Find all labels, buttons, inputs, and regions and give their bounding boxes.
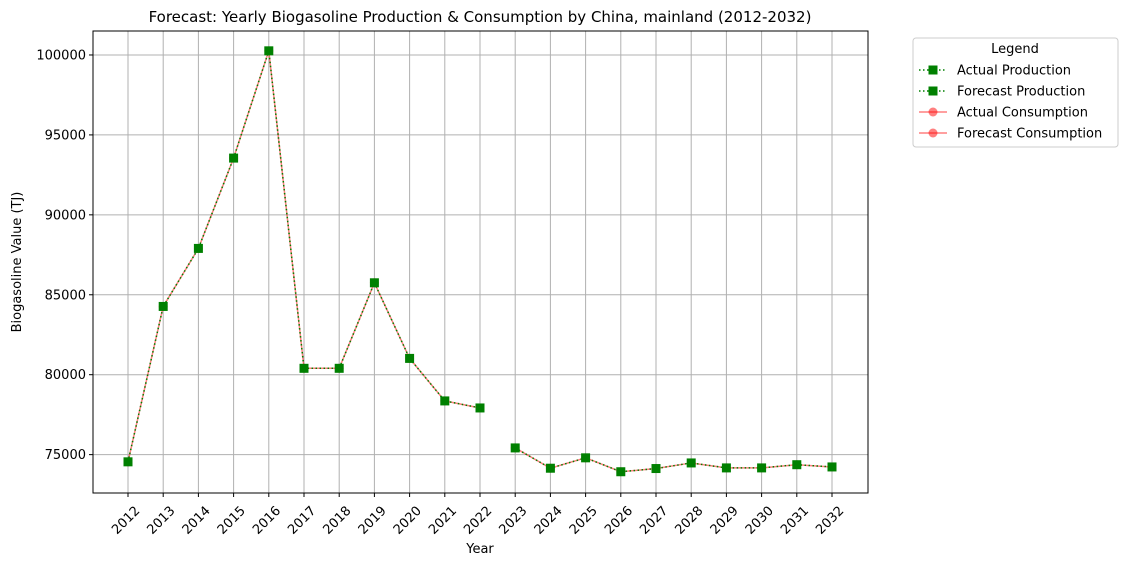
legend-swatch-marker [928, 65, 938, 75]
data-point [405, 353, 415, 363]
data-point [827, 462, 837, 472]
x-tick-label: 2027 [637, 504, 671, 538]
data-point [721, 463, 731, 473]
x-tick-label: 2016 [250, 504, 284, 538]
legend-entry: Actual Consumption [919, 106, 1088, 121]
legend-entry: Forecast Production [919, 85, 1085, 100]
x-tick-label: 2029 [708, 504, 742, 538]
legend-label: Forecast Consumption [957, 127, 1102, 142]
x-tick-label: 2023 [496, 504, 530, 538]
legend-label: Actual Production [957, 64, 1071, 79]
legend-swatch-marker [928, 128, 938, 138]
x-tick-label: 2017 [285, 504, 319, 538]
x-tick-label: 2030 [743, 504, 777, 538]
y-tick-label: 100000 [36, 48, 86, 63]
data-point [158, 301, 168, 311]
legend-entries: Actual Production Forecast Production Actu… [919, 64, 1102, 142]
series-forecast-consumption [510, 443, 837, 477]
x-tick-label: 2028 [672, 504, 706, 538]
data-point [123, 457, 133, 467]
y-tick-label: 85000 [45, 288, 86, 303]
y-axis-label: Biogasoline Value (TJ) [10, 192, 25, 333]
data-point [193, 243, 203, 253]
data-point [440, 396, 450, 406]
x-tick-label: 2014 [180, 504, 214, 538]
data-point [510, 443, 520, 453]
y-tick-label: 95000 [45, 128, 86, 143]
data-point [686, 458, 696, 468]
series-line [514, 447, 833, 473]
x-tick-label: 2013 [144, 504, 178, 538]
data-point [369, 278, 379, 288]
legend-entry: Actual Production [919, 64, 1071, 79]
x-tick-label: 2012 [109, 504, 143, 538]
x-axis-label: Year [465, 542, 494, 557]
y-tick-label: 75000 [45, 448, 86, 463]
legend-frame [912, 37, 1119, 148]
data-point [581, 453, 591, 463]
series-line [514, 447, 833, 473]
data-point [616, 467, 626, 477]
y-axis: 75000 80000 85000 90000 95000 100000 [36, 48, 93, 463]
y-tick-label: 80000 [45, 368, 86, 383]
data-point [545, 463, 555, 473]
x-tick-label: 2019 [356, 504, 390, 538]
legend-entry: Forecast Consumption [919, 127, 1102, 142]
legend-title: Legend [991, 42, 1039, 57]
chart-title: Forecast: Yearly Biogasoline Production … [149, 8, 812, 26]
data-point [264, 46, 274, 56]
grid [93, 31, 868, 493]
data-point [651, 464, 661, 474]
x-tick-label: 2024 [532, 504, 566, 538]
data-point [229, 153, 239, 163]
x-tick-label: 2015 [215, 504, 249, 538]
series-layer [123, 46, 837, 477]
y-tick-label: 90000 [45, 208, 86, 223]
legend: Legend Actual Production Forecast Product… [912, 37, 1119, 148]
data-point [757, 463, 767, 473]
data-point [299, 363, 309, 373]
series-actual-production [123, 46, 485, 467]
x-axis: 2012 2013 2014 2015 2016 2017 2018 2019 2020 2021… [109, 493, 847, 538]
x-tick-label: 2021 [426, 504, 460, 538]
data-point [334, 363, 344, 373]
x-tick-label: 2018 [320, 504, 354, 538]
legend-label: Forecast Production [957, 85, 1085, 100]
x-tick-label: 2022 [461, 504, 495, 538]
x-tick-label: 2020 [391, 504, 425, 538]
legend-swatch-marker [928, 107, 938, 117]
x-tick-label: 2026 [602, 504, 636, 538]
data-point [792, 460, 802, 470]
x-tick-label: 2032 [813, 504, 847, 538]
legend-label: Actual Consumption [957, 106, 1088, 121]
x-tick-label: 2031 [778, 504, 812, 538]
series-forecast-production [510, 443, 837, 477]
data-point [475, 403, 485, 413]
x-tick-label: 2025 [567, 504, 601, 538]
legend-swatch-marker [928, 86, 938, 96]
